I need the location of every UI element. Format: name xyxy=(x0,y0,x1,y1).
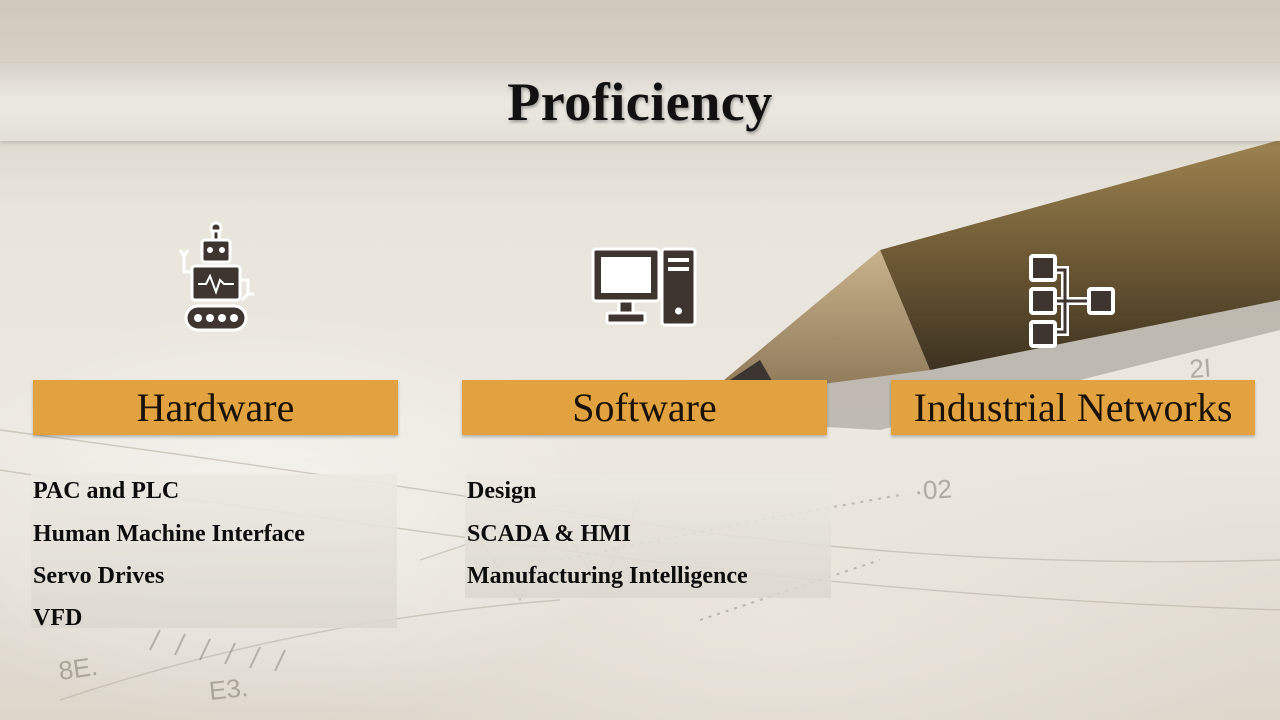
hardware-heading: Hardware xyxy=(33,380,398,435)
software-heading: Software xyxy=(462,380,827,435)
paper-number-2: E3. xyxy=(207,672,249,706)
list-item: VFD xyxy=(33,605,83,631)
software-list xyxy=(465,474,831,598)
robot-icon xyxy=(176,220,256,335)
list-item: PAC and PLC xyxy=(33,478,180,504)
computer-icon xyxy=(590,246,698,328)
industrial-networks-heading: Industrial Networks xyxy=(891,380,1255,435)
paper-number-1: 8E. xyxy=(57,651,100,686)
list-item: Human Machine Interface xyxy=(33,521,305,547)
list-item: Manufacturing Intelligence xyxy=(467,563,748,589)
list-item: Servo Drives xyxy=(33,563,165,589)
slide-title: Proficiency xyxy=(507,72,773,132)
paper-number-3: ·02 xyxy=(913,473,953,506)
title-band xyxy=(0,63,1280,141)
hardware-list xyxy=(31,474,397,628)
network-hierarchy-icon xyxy=(1025,250,1117,352)
paper-number-4: 2I xyxy=(1188,353,1212,384)
list-item: Design xyxy=(467,478,537,504)
list-item: SCADA & HMI xyxy=(467,521,632,547)
